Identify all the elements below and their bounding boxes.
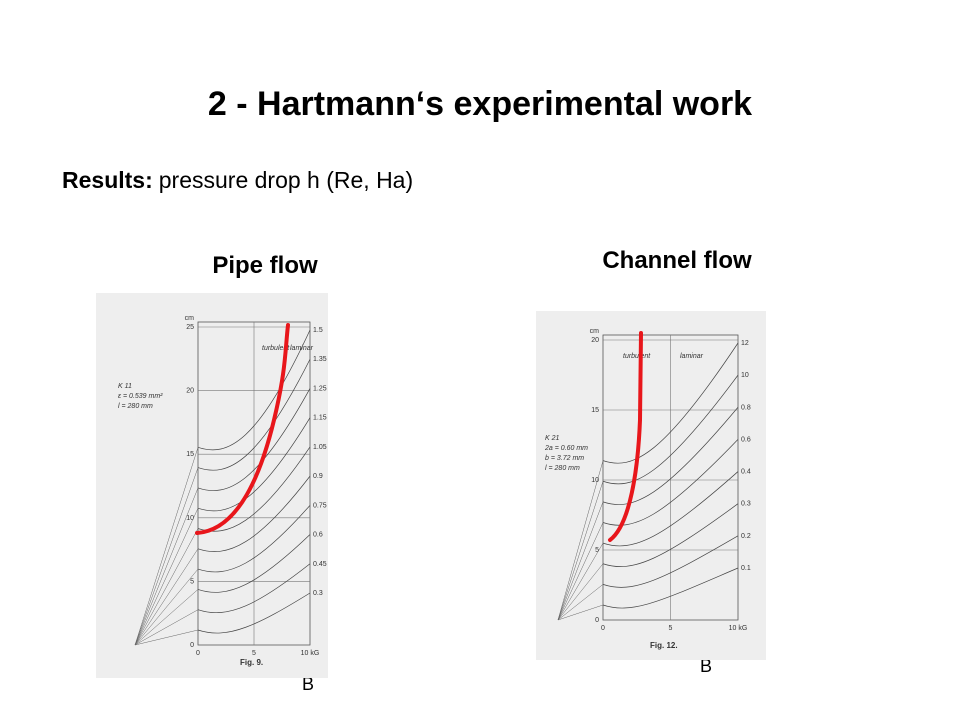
data-curve xyxy=(197,388,311,491)
results-label: Results: xyxy=(62,167,153,193)
results-text: pressure drop h (Re, Ha) xyxy=(159,167,413,193)
data-curve xyxy=(197,505,311,573)
tick-label: 15 xyxy=(186,451,194,458)
parameter: l = 280 mm xyxy=(545,465,580,472)
figure-caption: Fig. 9. xyxy=(240,658,263,667)
tick-label: 0 xyxy=(601,625,605,632)
tick-label: 25 xyxy=(186,324,194,331)
tick-label: 20 xyxy=(186,388,194,395)
data-curve xyxy=(602,535,739,588)
tick-label: 0.2 xyxy=(741,533,751,540)
tick-label: 12 xyxy=(741,340,749,347)
tick-label: 1.5 xyxy=(313,327,323,334)
tick-label: 0.8 xyxy=(741,404,751,411)
data-curve xyxy=(602,374,739,485)
tick-label: 0.45 xyxy=(313,561,327,568)
fan-line xyxy=(557,604,604,621)
fan-line xyxy=(557,460,604,621)
data-curve xyxy=(197,592,311,634)
fan-line xyxy=(134,548,199,646)
tick-label: cm xyxy=(185,315,195,322)
fan-line xyxy=(557,522,604,621)
tick-label: 10 xyxy=(591,477,599,484)
tick-label: 0.3 xyxy=(313,590,323,597)
parameter: K 21 xyxy=(545,435,560,442)
fan-line xyxy=(557,563,604,621)
tick-label: 0.9 xyxy=(313,473,323,480)
data-curve xyxy=(602,471,739,547)
data-curve xyxy=(602,503,739,567)
highlight-curve xyxy=(195,323,290,535)
x-label: B xyxy=(302,674,314,694)
tick-label: cm xyxy=(590,328,600,335)
tick-label: 10 xyxy=(186,515,194,522)
legend-label: turbulent xyxy=(262,345,290,352)
slide-title: 2 - Hartmann‘s experimental work xyxy=(208,85,752,123)
tick-label: 5 xyxy=(669,625,673,632)
fan-line xyxy=(134,508,199,646)
tick-label: 0 xyxy=(595,617,599,624)
fan-line xyxy=(557,542,604,621)
parameter: 2a = 0.60 mm xyxy=(544,445,588,452)
tick-label: 1.35 xyxy=(313,356,327,363)
data-curve xyxy=(197,329,311,451)
figure-heading: Channel flow xyxy=(602,247,752,274)
tick-label: 15 xyxy=(591,407,599,414)
fan-line xyxy=(134,589,199,646)
fan-line xyxy=(557,481,604,621)
data-curve xyxy=(197,563,311,613)
fan-line xyxy=(557,501,604,621)
tick-label: 5 xyxy=(190,578,194,585)
highlight-curve xyxy=(608,331,643,542)
tick-label: 1.25 xyxy=(313,385,327,392)
fan-line xyxy=(557,584,604,621)
tick-label: 10 kG xyxy=(729,625,748,632)
parameter: b = 3.72 mm xyxy=(545,455,584,462)
scan-background xyxy=(96,293,328,678)
fan-line xyxy=(134,467,199,646)
fan-line xyxy=(134,568,199,646)
legend-label: turbulent xyxy=(623,353,651,360)
tick-label: 0.6 xyxy=(741,436,751,443)
data-curve xyxy=(197,475,311,552)
figure-caption: Fig. 12. xyxy=(650,641,678,650)
tick-label: 5 xyxy=(252,650,256,657)
tick-label: 1.05 xyxy=(313,444,327,451)
fan-line xyxy=(134,447,199,646)
scan-background xyxy=(536,311,766,660)
fan-line xyxy=(134,609,199,646)
legend-label: laminar xyxy=(290,345,314,352)
data-curve xyxy=(602,439,739,526)
parameter: l = 280 mm xyxy=(118,403,153,410)
results-line: Results: pressure drop h (Re, Ha) xyxy=(62,167,413,193)
parameter: ε = 0.539 mm² xyxy=(118,393,163,400)
data-curve xyxy=(197,359,311,471)
tick-label: 0.4 xyxy=(741,469,751,476)
data-curve xyxy=(602,567,739,609)
tick-label: 0.75 xyxy=(313,502,327,509)
parameter: K 11 xyxy=(118,383,132,390)
tick-label: 20 xyxy=(591,337,599,344)
data-curve xyxy=(197,534,311,593)
figure-heading: Pipe flow xyxy=(212,252,318,279)
tick-label: 0 xyxy=(190,642,194,649)
fan-line xyxy=(134,487,199,646)
x-label: B xyxy=(700,656,712,676)
tick-label: 5 xyxy=(595,547,599,554)
tick-label: 0.1 xyxy=(741,565,751,572)
tick-label: 0.6 xyxy=(313,532,323,539)
tick-label: 10 xyxy=(741,372,749,379)
data-curve xyxy=(602,407,739,505)
tick-label: 0.3 xyxy=(741,501,751,508)
fan-line xyxy=(134,528,199,646)
fan-line xyxy=(134,629,199,646)
data-curve xyxy=(602,342,739,464)
tick-label: 10 kG xyxy=(301,650,320,657)
legend-label: laminar xyxy=(680,353,704,360)
tick-label: 1.15 xyxy=(313,415,327,422)
tick-label: 0 xyxy=(196,650,200,657)
